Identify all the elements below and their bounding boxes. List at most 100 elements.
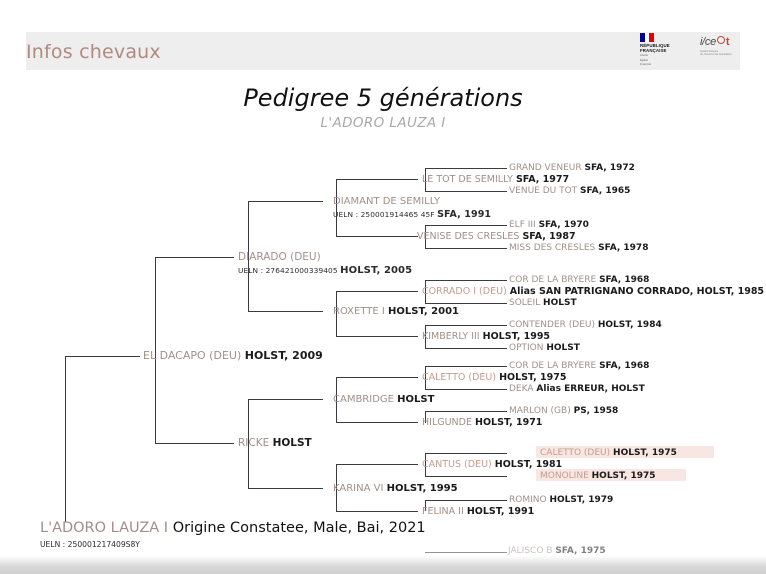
node-details: Alias SAN PATRIGNANO CORRADO, HOLST, 198…	[509, 286, 765, 297]
node-name: GRAND VENEUR	[509, 163, 582, 173]
tree-node-g5-0[interactable]: GRAND VENEUR SFA, 1972	[509, 163, 635, 174]
highlight-band-monoline	[536, 469, 686, 481]
tree-node-g2-1[interactable]: RICKE HOLST	[238, 438, 312, 449]
node-details: HOLST, 1984	[597, 320, 662, 330]
tree-node-g3-2[interactable]: CAMBRIDGE HOLST	[333, 394, 434, 405]
line-venise-to-elf	[425, 225, 507, 226]
tree-node-g2-0-ueln: UELN : 276421000339405 HOLST, 2005	[238, 265, 412, 276]
pedigree-title: Pedigree 5 générations	[243, 84, 523, 112]
node-details: HOLST, 1975	[591, 471, 656, 481]
rf-motto-1: Liberté	[640, 54, 648, 58]
node-details: SFA, 1978	[598, 243, 649, 253]
tree-node-g5-13[interactable]: ROMINO HOLST, 1979	[509, 495, 613, 506]
node-name: EL DACAPO (DEU)	[143, 349, 242, 362]
ueln-value: 250001217409S8Y	[67, 540, 140, 549]
tree-node-g2-0[interactable]: DIARADO (DEU)	[238, 252, 321, 263]
node-details: HOLST, 1981	[494, 459, 563, 470]
tree-node-g5-5[interactable]: SOLEIL HOLST	[509, 298, 577, 309]
line-kimberly-to-contender	[425, 325, 507, 326]
line-cantus-to-caletto	[425, 453, 507, 454]
line-karina-vertical	[336, 464, 337, 511]
node-details: SFA, 1965	[580, 186, 631, 196]
node-name: FELINA II	[422, 506, 464, 517]
node-name: CANTUS (DEU)	[422, 459, 492, 470]
node-name: CALETTO (DEU)	[540, 448, 611, 458]
rf-line-2: FRANÇAISE	[640, 48, 667, 54]
node-details: HOLST, 1995	[482, 331, 551, 342]
line-karina-to-felina	[336, 511, 418, 512]
line-caletto-to-cor	[425, 366, 507, 367]
ifce-sub-2: du cheval et de l'équitation	[700, 53, 732, 57]
line-roxette-to-corrado	[336, 291, 418, 292]
rf-motto-2: Égalité	[640, 58, 648, 62]
line-subject-to-g1	[65, 356, 140, 357]
line-hilgunde-to-marlon	[425, 411, 507, 412]
ifce-logo: i/ce t Institut français du cheval et de …	[700, 36, 746, 66]
line-diamant-to-venise	[336, 236, 418, 237]
node-details: HOLST, 1979	[549, 495, 614, 505]
node-name: CAMBRIDGE	[333, 394, 394, 405]
ifce-circle-icon	[716, 36, 725, 44]
tree-node-g3-1[interactable]: ROXETTE I HOLST, 2001	[333, 306, 459, 317]
line-venise-vertical	[425, 225, 426, 248]
node-name: COR DE LA BRYERE	[509, 275, 597, 285]
line-roxette-to-kimberly	[336, 336, 418, 337]
tree-node-g1-0[interactable]: EL DACAPO (DEU) HOLST, 2009	[143, 350, 323, 361]
ueln-value: 250001914465 45F	[360, 210, 435, 219]
tree-node-g5-10[interactable]: MARLON (GB) PS, 1958	[509, 406, 618, 417]
subject-horse[interactable]: L'ADORO LAUZA I Origine Constatee, Male,…	[40, 520, 426, 537]
tree-node-g5-9[interactable]: DEKA Alias ERREUR, HOLST	[509, 384, 645, 395]
line-ricke-vertical	[248, 399, 249, 488]
node-name: MARLON (GB)	[509, 406, 571, 416]
subject-ueln: UELN : 250001217409S8Y	[40, 540, 140, 549]
node-name: CONTENDER (DEU)	[509, 320, 595, 330]
line-diamant-to-letot	[336, 179, 418, 180]
node-details: HOLST, 2005	[340, 265, 413, 276]
ueln-label: UELN :	[333, 210, 359, 219]
tree-node-g4-7[interactable]: FELINA II HOLST, 1991	[422, 506, 534, 517]
node-details: HOLST	[543, 298, 577, 308]
node-name: COR DE LA BRYERE	[509, 361, 597, 371]
node-details: SFA, 1972	[584, 163, 635, 173]
ueln-value: 276421000339405	[265, 266, 338, 275]
line-cantus-to-monoline	[425, 476, 507, 477]
header-band	[26, 32, 740, 70]
tree-node-g4-4[interactable]: CALETTO (DEU) HOLST, 1975	[422, 372, 567, 383]
line-diarado-to-roxette	[248, 311, 323, 312]
line-subject-vertical	[65, 356, 66, 522]
tree-node-g5-8[interactable]: COR DE LA BRYERE SFA, 1968	[509, 361, 649, 372]
tree-node-g5-11[interactable]: CALETTO (DEU) HOLST, 1975	[540, 448, 677, 459]
node-name: JALISCO B	[508, 546, 553, 556]
tree-node-g3-3[interactable]: KARINA VI HOLST, 1995	[333, 483, 458, 494]
tree-node-g5-4[interactable]: COR DE LA BRYERE SFA, 1968	[509, 275, 649, 286]
subject-name: L'ADORO LAUZA I	[40, 520, 169, 536]
tree-node-g4-3[interactable]: KIMBERLY III HOLST, 1995	[422, 331, 550, 342]
tree-node-g5-2[interactable]: ELF III SFA, 1970	[509, 220, 589, 231]
line-corrado-vertical	[425, 280, 426, 303]
tree-node-g5-12[interactable]: MONOLINE HOLST, 1975	[540, 471, 656, 482]
bottom-fade-overlay	[0, 556, 766, 574]
node-name: CALETTO (DEU)	[422, 372, 497, 383]
node-details: HOLST, 1975	[499, 372, 567, 383]
tree-node-g3-0[interactable]: DIAMANT DE SEMILLY	[333, 196, 440, 207]
line-letot-vertical	[425, 168, 426, 191]
tree-node-cutoff[interactable]: JALISCO B SFA, 1975	[508, 546, 606, 556]
node-name: DEKA	[509, 384, 534, 394]
node-details: SFA, 1975	[555, 546, 606, 556]
tree-node-g4-0[interactable]: LE TOT DE SEMILLY SFA, 1977	[422, 174, 569, 185]
tree-node-g4-5[interactable]: HILGUNDE HOLST, 1971	[422, 417, 542, 428]
tree-node-g4-2[interactable]: CORRADO I (DEU) Alias SAN PATRIGNANO COR…	[422, 286, 764, 297]
line-roxette-vertical	[336, 291, 337, 336]
line-cutoff	[425, 552, 507, 553]
tree-node-g5-7[interactable]: OPTION HOLST	[509, 343, 580, 354]
tree-node-g5-1[interactable]: VENUE DU TOT SFA, 1965	[509, 186, 630, 197]
tree-node-g5-3[interactable]: MISS DES CRESLES SFA, 1978	[509, 243, 648, 254]
tree-node-g5-6[interactable]: CONTENDER (DEU) HOLST, 1984	[509, 320, 662, 331]
node-details: SFA, 1968	[599, 361, 650, 371]
ifce-word-text: i/ce	[700, 36, 716, 48]
tree-node-g4-6[interactable]: CANTUS (DEU) HOLST, 1981	[422, 459, 562, 470]
line-cantus-vertical	[425, 453, 426, 476]
tree-node-g4-1[interactable]: VENISE DES CRESLES SFA, 1987	[417, 231, 576, 242]
line-caletto-vertical	[425, 366, 426, 389]
